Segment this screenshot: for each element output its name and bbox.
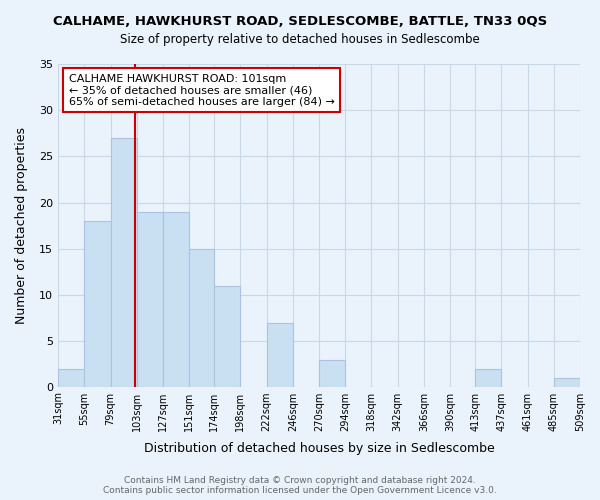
Bar [189, 248, 214, 387]
Bar [85, 221, 110, 387]
Y-axis label: Number of detached properties: Number of detached properties [15, 127, 28, 324]
Bar [319, 360, 345, 387]
Bar [58, 369, 85, 387]
Text: CALHAME, HAWKHURST ROAD, SEDLESCOMBE, BATTLE, TN33 0QS: CALHAME, HAWKHURST ROAD, SEDLESCOMBE, BA… [53, 15, 547, 28]
Text: CALHAME HAWKHURST ROAD: 101sqm
← 35% of detached houses are smaller (46)
65% of : CALHAME HAWKHURST ROAD: 101sqm ← 35% of … [68, 74, 334, 107]
Bar [266, 322, 293, 387]
Bar [214, 286, 241, 387]
X-axis label: Distribution of detached houses by size in Sedlescombe: Distribution of detached houses by size … [143, 442, 494, 455]
Text: Contains HM Land Registry data © Crown copyright and database right 2024.
Contai: Contains HM Land Registry data © Crown c… [103, 476, 497, 495]
Bar [163, 212, 189, 387]
Bar [475, 369, 502, 387]
Bar [110, 138, 137, 387]
Bar [554, 378, 580, 387]
Text: Size of property relative to detached houses in Sedlescombe: Size of property relative to detached ho… [120, 32, 480, 46]
Bar [137, 212, 163, 387]
